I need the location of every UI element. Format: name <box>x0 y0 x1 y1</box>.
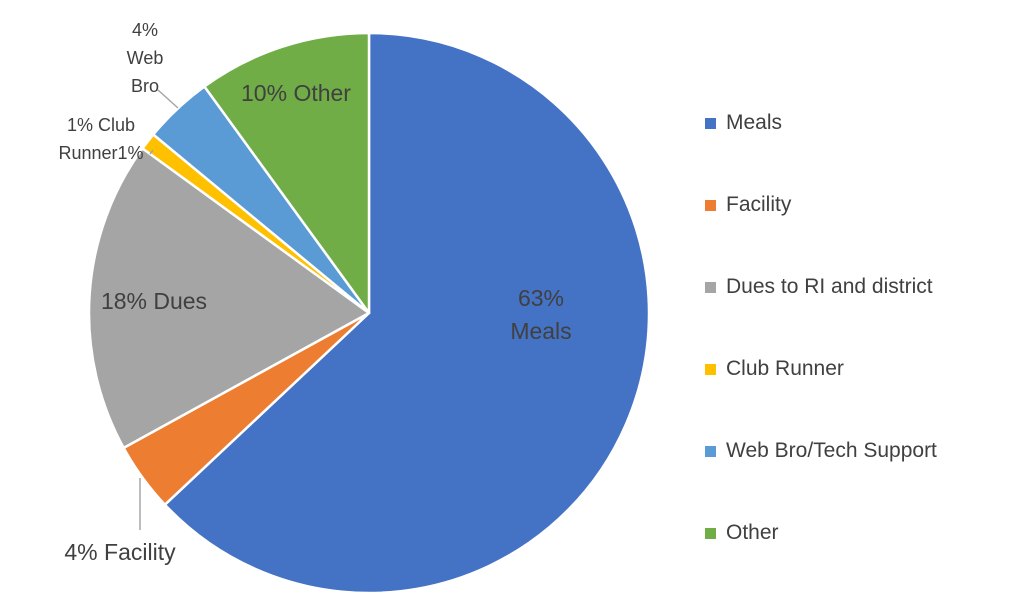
data-label-other: 10% Other <box>241 80 351 106</box>
legend-label: Facility <box>726 193 792 216</box>
legend-item-club-runner: Club Runner <box>705 328 937 410</box>
legend-label: Other <box>726 521 779 544</box>
legend-label: Club Runner <box>726 357 844 380</box>
legend: Meals Facility Dues to RI and district Club… <box>705 82 937 574</box>
legend-item-meals: Meals <box>705 82 937 164</box>
legend-label: Meals <box>726 111 783 134</box>
data-label-club-runner: 1% Club Runner1% <box>58 115 143 163</box>
data-labels: 63% Meals 4% Facility 18% Dues 1% Club Runner… <box>58 20 571 565</box>
data-label-web-bro-tech-support: 4% Web Bro <box>127 20 164 96</box>
leader-line-web-bro-tech-support <box>157 89 179 109</box>
legend-item-facility: Facility <box>705 164 937 246</box>
legend-swatch <box>705 445 716 457</box>
pie-slice-dues-to-ri-and-district <box>87 147 371 450</box>
legend-item-other: Other <box>705 492 937 574</box>
leader-line-club-runner <box>149 149 154 155</box>
legend-label: Web Bro/Tech Support <box>726 439 937 462</box>
pie-slice-other <box>203 31 371 315</box>
legend-swatch <box>705 199 716 211</box>
legend-item-web-bro-tech-support: Web Bro/Tech Support <box>705 410 937 492</box>
data-label-meals: 63% Meals <box>510 285 571 344</box>
legend-swatch <box>705 363 716 375</box>
data-label-facility: 4% Facility <box>64 539 176 565</box>
pie-slices <box>87 31 651 595</box>
legend-swatch <box>705 117 716 129</box>
legend-item-dues-to-ri-and-district: Dues to RI and district <box>705 246 937 328</box>
data-label-dues-to-ri-and-district: 18% Dues <box>101 288 207 314</box>
legend-swatch <box>705 281 716 293</box>
leader-lines <box>139 89 179 530</box>
pie-slice-meals <box>163 31 651 595</box>
legend-swatch <box>705 527 716 539</box>
legend-label: Dues to RI and district <box>726 275 933 298</box>
